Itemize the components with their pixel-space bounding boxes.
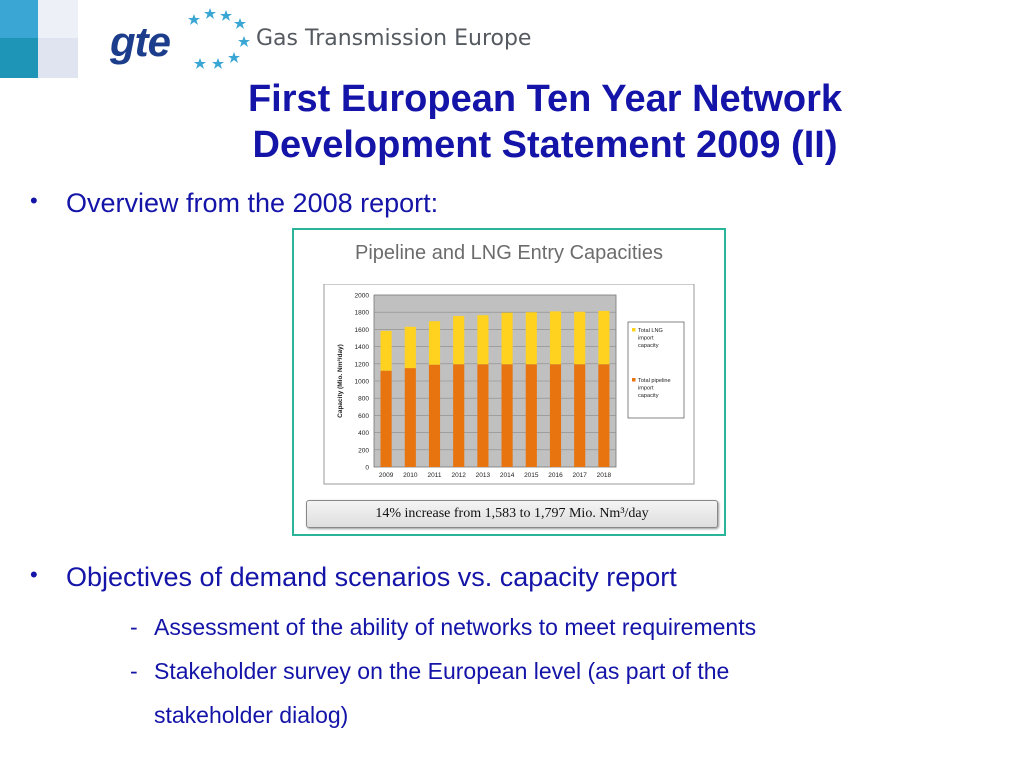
bar-lng (404, 326, 416, 369)
bar-pipeline (404, 368, 416, 467)
bar-pipeline (549, 364, 562, 467)
capacity-chart: Pipeline and LNG Entry Capacities 0 200 40… (292, 228, 726, 536)
bar-lng (549, 311, 562, 365)
sub-text: Stakeholder survey on the European level… (154, 658, 730, 684)
bar-pipeline (598, 364, 610, 467)
stars-icon (188, 8, 250, 69)
legend-swatch-lng (632, 328, 636, 332)
y-axis-label: Capacity (Mio. Nm³/day) (337, 344, 344, 418)
x-tick-label: 2011 (428, 472, 442, 479)
bar-lng (525, 312, 537, 365)
legend-label: capacity (638, 393, 659, 399)
company-name: Gas Transmission Europe (256, 26, 532, 51)
bar-lng (574, 311, 586, 365)
x-tick-label: 2017 (572, 472, 587, 479)
y-tick-label: 2000 (355, 293, 370, 300)
y-tick-label: 1600 (355, 327, 370, 334)
bar-lng (453, 316, 465, 365)
chart-caption: 14% increase from 1,583 to 1,797 Mio. Nm… (306, 500, 718, 528)
y-tick-label: 400 (358, 430, 369, 437)
sub-marker: - (130, 614, 138, 640)
y-tick-label: 600 (358, 413, 369, 420)
y-tick-label: 800 (358, 396, 369, 403)
bar-lng (501, 312, 513, 365)
bullet-text: Overview from the 2008 report: (66, 188, 439, 218)
slide-title: First European Ten Year Network Developm… (120, 76, 970, 168)
corner-decoration (0, 0, 78, 78)
bar-pipeline (574, 364, 586, 467)
bar-pipeline (428, 364, 441, 467)
bullet-text: Objectives of demand scenarios vs. capac… (66, 562, 677, 592)
legend-box (627, 321, 685, 419)
legend-swatch-pipeline (632, 378, 636, 382)
bar-lng (380, 330, 392, 371)
legend-label: Total pipeline (638, 378, 671, 384)
y-tick-label: 1200 (355, 361, 370, 368)
x-tick-label: 2009 (379, 472, 394, 479)
bar-lng (428, 321, 441, 365)
title-line-2: Development Statement 2009 (II) (252, 124, 838, 166)
legend-label: capacity (638, 343, 659, 349)
y-tick-label: 0 (365, 465, 369, 472)
x-tick-label: 2013 (476, 472, 491, 479)
title-line-1: First European Ten Year Network (247, 78, 843, 120)
x-tick-label: 2018 (597, 472, 612, 479)
bar-pipeline (477, 364, 489, 467)
chart-title: Pipeline and LNG Entry Capacities (355, 242, 663, 264)
chart-plot: 0 200 400 600 800 1000 1200 1400 1600 1800 2000 Cap… (323, 284, 695, 485)
x-tick-label: 2015 (524, 472, 539, 479)
legend-label: import (638, 386, 654, 392)
sub-text: stakeholder dialog) (154, 702, 349, 728)
y-tick-label: 1400 (355, 344, 370, 351)
legend-label: import (638, 336, 654, 342)
bar-lng (598, 310, 610, 365)
y-tick-label: 1800 (355, 310, 370, 317)
sub-marker: - (130, 658, 138, 684)
bar-lng (477, 315, 489, 365)
bar-pipeline (525, 364, 537, 467)
legend-label: Total LNG (638, 328, 663, 334)
x-tick-label: 2010 (403, 472, 418, 479)
logo-text: gte (110, 18, 171, 65)
x-tick-label: 2012 (451, 472, 466, 479)
bar-pipeline (501, 364, 513, 467)
bullet-marker: • (30, 562, 38, 587)
sub-text: Assessment of the ability of networks to… (154, 614, 757, 640)
x-tick-label: 2016 (548, 472, 563, 479)
bullet-marker: • (30, 188, 38, 213)
bar-pipeline (453, 364, 465, 467)
y-tick-label: 200 (358, 447, 369, 454)
bar-pipeline (380, 370, 392, 467)
y-tick-label: 1000 (355, 379, 370, 386)
gte-logo: gte Gas Transmission Europe (108, 6, 548, 72)
x-tick-label: 2014 (500, 472, 515, 479)
